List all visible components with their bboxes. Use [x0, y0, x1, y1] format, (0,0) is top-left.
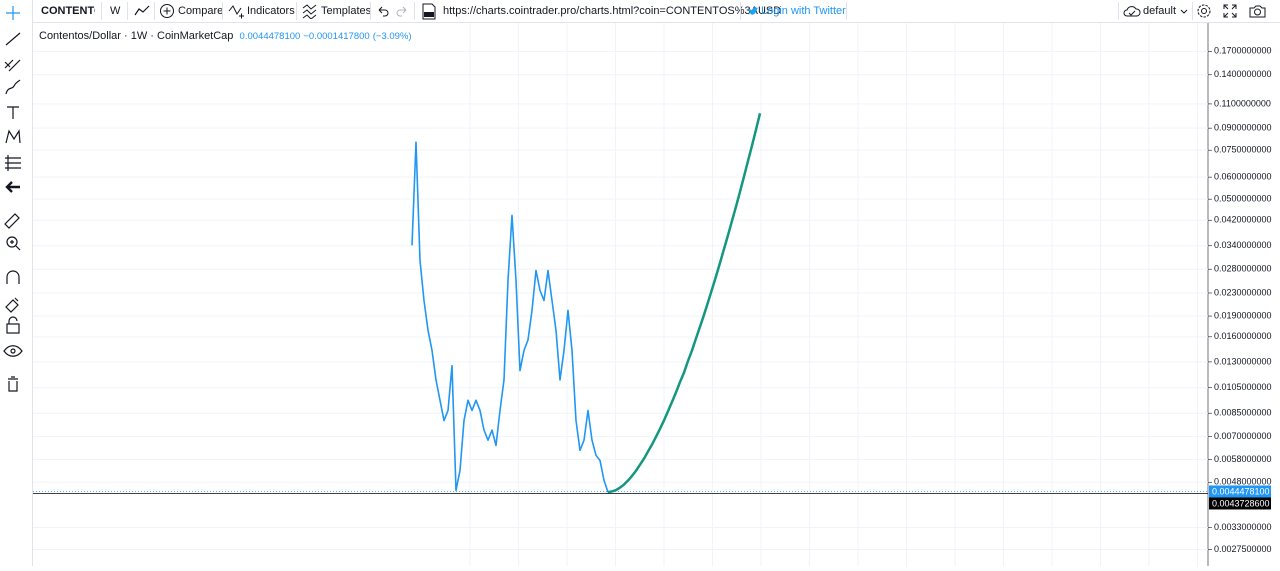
y-tick-label: 0.0280000000 [1214, 264, 1272, 274]
last-price: 0.0044478100 [239, 31, 301, 42]
lock-tool[interactable] [6, 323, 20, 334]
redo-button[interactable] [395, 3, 409, 19]
templates-button[interactable]: Templates [321, 5, 372, 17]
y-tick-label: 0.0048000000 [1214, 477, 1272, 487]
change: −0.0001417800 [303, 31, 370, 42]
brush-tool[interactable] [5, 79, 21, 95]
y-tick-label: 0.0085000000 [1214, 408, 1272, 418]
y-tick-label: 0.0230000000 [1214, 287, 1272, 297]
y-tick-label: 0.0190000000 [1214, 310, 1272, 320]
y-tick-label: 0.0058000000 [1214, 454, 1272, 464]
prediction-tool[interactable] [5, 155, 21, 171]
symbol-name: Contentos/Dollar [39, 30, 121, 42]
compare-button[interactable]: Compare [178, 5, 224, 17]
templates-icon [302, 4, 317, 19]
y-tick-label: 0.1400000000 [1214, 69, 1272, 79]
pattern-tool[interactable] [5, 129, 21, 144]
change-pct: (−3.09%) [372, 31, 412, 42]
compare-icon [160, 4, 174, 18]
measure-tool[interactable] [4, 213, 20, 229]
login-button[interactable]: Login with Twitter [761, 5, 846, 17]
snapshot-button[interactable] [1249, 3, 1266, 19]
settings-button[interactable] [1196, 3, 1212, 19]
drawing-tools [3, 6, 23, 392]
y-tick-label: 0.0420000000 [1214, 215, 1272, 225]
y-tick-label: 0.0500000000 [1214, 194, 1272, 204]
hide-tool[interactable] [3, 345, 23, 357]
drawing-toolbar [0, 0, 33, 566]
y-tick-label: 0.0070000000 [1214, 431, 1272, 441]
interval-button[interactable]: W [110, 5, 121, 17]
magnet-tool[interactable] [6, 270, 20, 284]
series-line [607, 112, 762, 494]
stay-in-drawing-tool[interactable] [5, 297, 19, 313]
twitter-icon [748, 7, 759, 15]
chart-type-button[interactable] [134, 3, 150, 19]
pitchfork-tool[interactable] [4, 59, 21, 72]
y-tick-label: 0.0600000000 [1214, 172, 1272, 182]
y-tick-label: 0.1100000000 [1214, 98, 1271, 108]
price-label-box [1209, 497, 1271, 510]
symbol-input[interactable]: CONTENTOS [41, 5, 95, 17]
cloud-icon [1123, 6, 1141, 17]
crosshair-tool[interactable] [6, 6, 20, 20]
trend-line-tool[interactable] [5, 32, 21, 46]
delete-tool[interactable] [8, 376, 18, 392]
y-tick-label: 0.0340000000 [1214, 240, 1272, 250]
url[interactable]: https://charts.cointrader.pro/charts.htm… [443, 5, 782, 17]
legend-header: Contentos/Dollar · 1W · CoinMarketCap 0.… [39, 30, 412, 42]
price-label: 0.0043728600 [1212, 498, 1270, 508]
indicators-icon [228, 5, 244, 19]
file-icon [422, 3, 436, 20]
undo-button[interactable] [376, 3, 390, 19]
price-label: 0.0044478100 [1212, 486, 1270, 496]
y-tick-label: 0.0750000000 [1214, 145, 1272, 155]
layout-menu[interactable] [1179, 3, 1189, 19]
y-tick-label: 0.0033000000 [1214, 522, 1272, 532]
y-tick-label: 0.0130000000 [1214, 356, 1272, 366]
y-tick-label: 0.0160000000 [1214, 331, 1272, 341]
price-label-box [1209, 485, 1271, 498]
zoom-tool[interactable] [6, 236, 18, 248]
y-tick-label: 0.0105000000 [1214, 382, 1272, 392]
back-tool[interactable] [5, 181, 20, 193]
fullscreen-button[interactable] [1222, 3, 1238, 19]
layout-button[interactable]: default [1143, 5, 1177, 17]
y-tick-label: 0.0900000000 [1214, 123, 1272, 133]
source: CoinMarketCap [157, 30, 234, 42]
y-tick-label: 0.0027500000 [1214, 544, 1272, 554]
series-line [411, 141, 609, 493]
interval: 1W [130, 30, 148, 42]
top-toolbar: CONTENTOS W Compare Indicators Templates… [0, 0, 1280, 23]
text-tool[interactable] [7, 106, 19, 119]
indicators-button[interactable]: Indicators [247, 5, 295, 17]
y-tick-label: 0.1700000000 [1214, 46, 1272, 56]
